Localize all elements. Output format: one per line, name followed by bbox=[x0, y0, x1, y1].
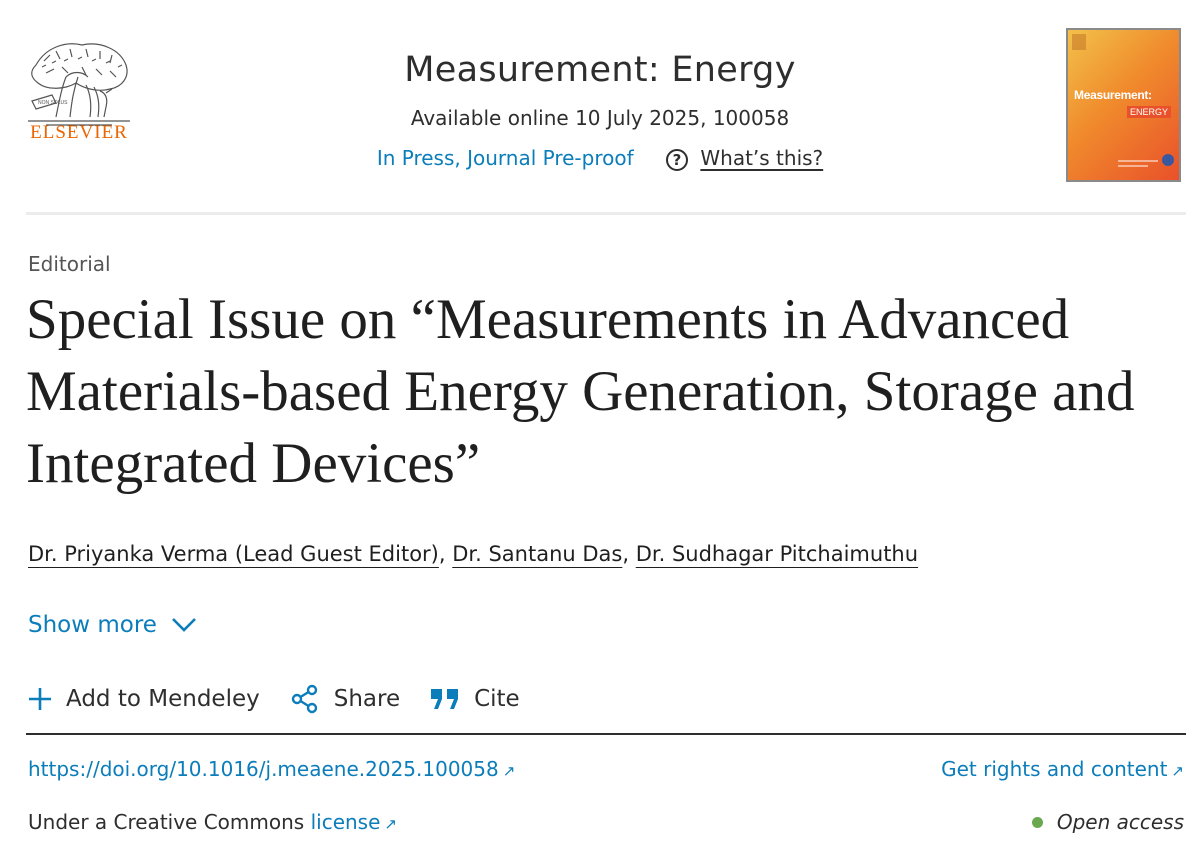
whats-this-link[interactable]: What’s this? bbox=[700, 146, 824, 170]
license-link-text: license bbox=[310, 810, 381, 834]
author-list: Dr. Priyanka Verma (Lead Guest Editor), … bbox=[28, 542, 918, 566]
availability-date: Available online 10 July 2025, 100058 bbox=[410, 106, 790, 130]
journal-status-row: In Press, Journal Pre-proof ? What’s thi… bbox=[300, 146, 900, 171]
author-link[interactable]: Dr. Priyanka Verma (Lead Guest Editor) bbox=[28, 542, 439, 566]
cite-label: Cite bbox=[474, 686, 520, 712]
doi-text: https://doi.org/10.1016/j.meaene.2025.10… bbox=[28, 757, 499, 781]
quote-icon bbox=[431, 689, 459, 709]
license-row: Under a Creative Commons license ↗ bbox=[28, 810, 397, 834]
cover-footer-line bbox=[1118, 165, 1148, 167]
in-press-link[interactable]: In Press, Journal Pre-proof bbox=[376, 146, 634, 170]
rights-text: Get rights and content bbox=[941, 757, 1168, 781]
cover-elsevier-icon bbox=[1072, 34, 1086, 50]
doi-link[interactable]: https://doi.org/10.1016/j.meaene.2025.10… bbox=[28, 757, 515, 781]
article-actions: Add to Mendeley Share Cite bbox=[28, 684, 550, 714]
open-access-label: Open access bbox=[1056, 810, 1184, 834]
cover-title: Measurement: bbox=[1074, 88, 1152, 102]
share-label: Share bbox=[333, 686, 401, 712]
external-link-icon: ↗ bbox=[1171, 762, 1184, 780]
cover-emblem-icon bbox=[1162, 154, 1174, 166]
elsevier-wordmark: ELSEVIER bbox=[30, 122, 128, 143]
author-link[interactable]: Dr. Sudhagar Pitchaimuthu bbox=[635, 542, 919, 566]
add-to-mendeley-button[interactable]: Add to Mendeley bbox=[28, 686, 260, 712]
show-more-label: Show more bbox=[28, 612, 157, 638]
elsevier-tree-logo[interactable]: NON SOLUS bbox=[26, 26, 132, 144]
author-separator: , bbox=[438, 542, 453, 566]
plus-icon bbox=[29, 688, 51, 710]
svg-text:NON SOLUS: NON SOLUS bbox=[38, 100, 68, 106]
share-icon bbox=[291, 684, 317, 714]
cite-button[interactable]: Cite bbox=[430, 686, 520, 712]
mendeley-label: Add to Mendeley bbox=[66, 686, 260, 712]
actions-divider bbox=[26, 733, 1186, 735]
journal-title[interactable]: Measurement: Energy bbox=[404, 50, 796, 90]
license-prefix: Under a Creative Commons bbox=[28, 810, 311, 834]
help-icon[interactable]: ? bbox=[666, 148, 689, 171]
cover-subtitle: ENERGY bbox=[1126, 106, 1171, 118]
author-separator: , bbox=[622, 542, 636, 566]
show-more-button[interactable]: Show more bbox=[28, 612, 197, 638]
author-link[interactable]: Dr. Santanu Das bbox=[452, 542, 623, 566]
cover-footer-line bbox=[1118, 160, 1158, 162]
article-type: Editorial bbox=[28, 252, 111, 276]
chevron-down-icon bbox=[172, 618, 196, 632]
journal-cover-image[interactable]: Measurement: ENERGY bbox=[1066, 28, 1181, 182]
license-link[interactable]: license ↗ bbox=[311, 810, 397, 834]
share-button[interactable]: Share bbox=[290, 684, 400, 714]
open-access-dot-icon bbox=[1031, 816, 1043, 828]
article-title: Special Issue on “Measurements in Advanc… bbox=[26, 288, 1135, 495]
open-access-badge: Open access bbox=[1031, 810, 1184, 834]
external-link-icon: ↗ bbox=[384, 815, 397, 833]
rights-link[interactable]: Get rights and content ↗ bbox=[941, 757, 1184, 781]
external-link-icon: ↗ bbox=[502, 762, 516, 780]
header-divider bbox=[26, 212, 1186, 215]
